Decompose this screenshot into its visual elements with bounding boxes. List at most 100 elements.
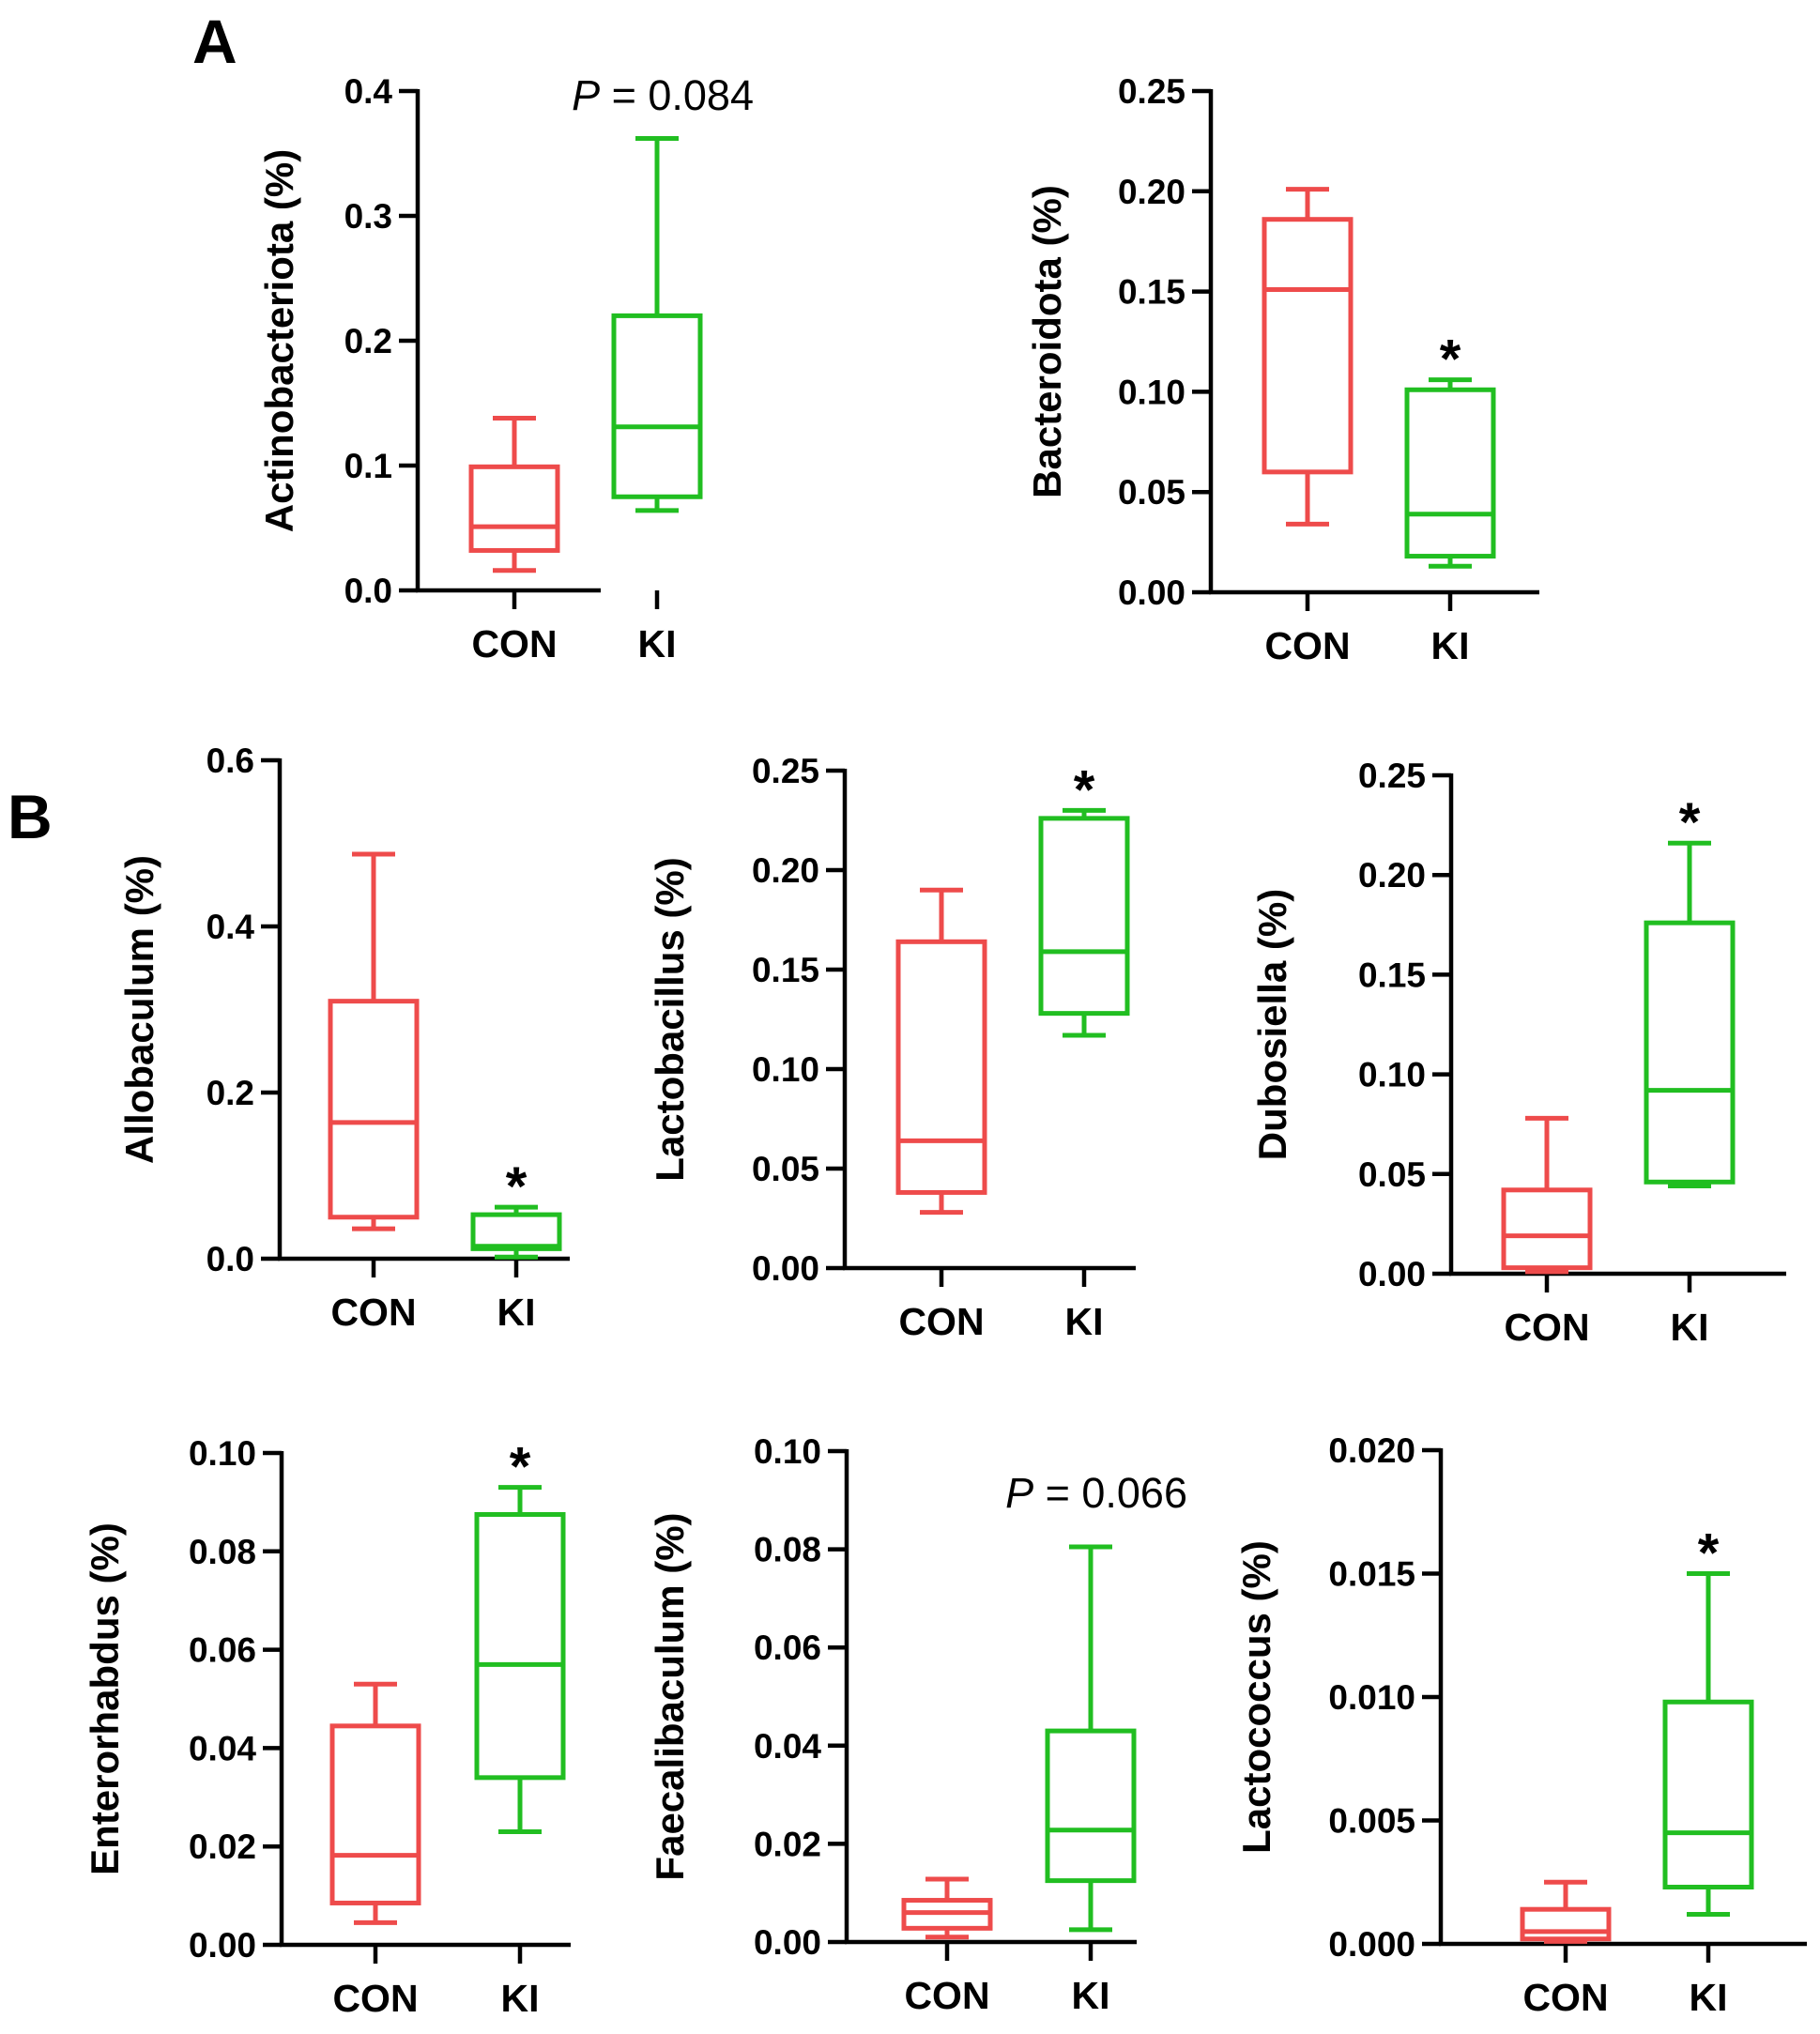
x-category-label-ki: KI	[1690, 1976, 1728, 2019]
iqr-box	[329, 1723, 421, 1905]
iqr-box	[1045, 1728, 1137, 1884]
chart-bacteroidota: 0.00 0.05 0.10 0.15 0.20 0.25 CON KI Bacteroidot…	[1025, 72, 1539, 667]
y-tick-label: 0.05	[752, 1150, 819, 1188]
iqr-box	[1404, 387, 1496, 559]
y-tick-label: 0.20	[752, 851, 819, 890]
significance-star: *	[1679, 792, 1701, 853]
y-tick-label: 0.15	[752, 951, 819, 989]
y-tick-label: 0.020	[1328, 1431, 1415, 1470]
y-tick-label: 0.04	[754, 1727, 821, 1766]
y-tick-label: 0.10	[1358, 1056, 1426, 1094]
iqr-box	[1662, 1699, 1754, 1890]
p-value-annotation: P = 0.066	[1005, 1469, 1187, 1517]
chart-lactococcus: 0.000 0.005 0.010 0.015 0.020 CON KI Lactococcu…	[1234, 1431, 1807, 2019]
y-axis-title: Enterorhabdus (%)	[83, 1522, 127, 1875]
y-axis-title: Faecalibaculum (%)	[648, 1512, 692, 1880]
y-tick-label: 0.20	[1358, 856, 1426, 895]
box-ki	[1404, 377, 1496, 569]
y-tick-label: 0.06	[189, 1631, 256, 1670]
iqr-box	[895, 939, 987, 1195]
x-category-label-ki: KI	[497, 1291, 536, 1334]
p-symbol: P	[1005, 1469, 1033, 1517]
x-category-label-ki: KI	[1671, 1306, 1709, 1349]
x-category-label-con: CON	[898, 1300, 984, 1343]
panel-label-b: B	[8, 782, 53, 851]
x-category-label-con: CON	[1522, 1976, 1608, 2019]
x-category-label-con: CON	[1264, 624, 1350, 667]
y-tick-label: 0.00	[1358, 1255, 1426, 1293]
chart-actinobacteriota: 0.0 0.1 0.2 0.3 0.4 CON KI Actinobacteriota (%)…	[257, 71, 754, 665]
y-tick-label: 0.05	[1358, 1155, 1426, 1194]
chart-enterorhabdus: 0.00 0.02 0.04 0.06 0.08 0.10 CON KI Enterorhabd…	[83, 1434, 571, 2020]
chart-faecalibaculum: 0.00 0.02 0.04 0.06 0.08 0.10 CON KI Faecalibacu…	[648, 1432, 1187, 2017]
box-ki	[1038, 807, 1130, 1038]
y-tick-label: 0.15	[1118, 273, 1185, 312]
y-tick-label: 0.10	[189, 1434, 256, 1473]
y-tick-label: 0.00	[752, 1249, 819, 1288]
y-tick-label: 0.20	[1118, 173, 1185, 211]
box-con	[901, 1876, 993, 1940]
iqr-box	[468, 464, 560, 553]
y-axis-title: Actinobacteriota (%)	[257, 149, 301, 532]
x-category-label-con: CON	[332, 1977, 418, 2020]
x-category-label-ki: KI	[638, 622, 677, 665]
y-tick-label: 0.4	[206, 908, 255, 946]
y-tick-label: 0.00	[754, 1923, 821, 1962]
y-axis-title: Dubosiella (%)	[1250, 889, 1294, 1160]
box-ki	[470, 1204, 562, 1260]
y-tick-label: 0.06	[754, 1629, 821, 1667]
box-ki	[1644, 840, 1736, 1189]
x-category-label-con: CON	[904, 1974, 989, 2017]
box-con	[1520, 1879, 1612, 1944]
y-tick-label: 0.0	[206, 1240, 254, 1278]
significance-star: *	[510, 1437, 531, 1498]
box-ki	[1662, 1571, 1754, 1917]
x-category-label-ki: KI	[1072, 1974, 1110, 2017]
y-tick-label: 0.010	[1328, 1678, 1415, 1717]
y-axis-title: Bacteroidota (%)	[1025, 185, 1069, 498]
chart-allobaculum: 0.0 0.2 0.4 0.6 CON KI Allobaculum (%) *	[117, 742, 570, 1334]
x-category-label-con: CON	[330, 1291, 416, 1334]
box-con	[895, 887, 987, 1216]
box-ki	[474, 1485, 566, 1834]
box-ki	[1045, 1544, 1137, 1933]
y-axis-title: Allobaculum (%)	[117, 855, 161, 1164]
p-value-annotation: P = 0.084	[572, 71, 754, 119]
y-tick-label: 0.3	[344, 197, 392, 236]
y-tick-label: 0.25	[1358, 757, 1426, 795]
y-tick-label: 0.02	[189, 1828, 256, 1866]
x-category-label-ki: KI	[501, 1977, 540, 2020]
x-category-label-ki: KI	[1431, 624, 1470, 667]
y-tick-label: 0.04	[189, 1729, 256, 1767]
y-tick-label: 0.25	[1118, 72, 1185, 111]
panel-label-a: A	[192, 7, 237, 76]
y-tick-label: 0.02	[754, 1825, 821, 1863]
box-con	[1262, 187, 1354, 527]
significance-star: *	[1074, 759, 1095, 820]
iqr-box	[1501, 1187, 1593, 1271]
x-category-label-con: CON	[1504, 1306, 1589, 1349]
y-tick-label: 0.00	[189, 1926, 256, 1965]
chart-lactobacillus: 0.00 0.05 0.10 0.15 0.20 0.25 CON KI Lactobacill…	[648, 752, 1136, 1343]
box-ki	[611, 136, 703, 513]
y-tick-label: 0.2	[344, 322, 392, 360]
iqr-box	[611, 313, 703, 499]
y-axis-title: Lactococcus (%)	[1234, 1540, 1278, 1854]
y-tick-label: 0.1	[344, 447, 392, 485]
y-tick-label: 0.0	[344, 572, 392, 610]
y-tick-label: 0.015	[1328, 1555, 1415, 1594]
p-symbol: P	[572, 71, 600, 119]
y-tick-label: 0.10	[752, 1050, 819, 1089]
y-tick-label: 0.05	[1118, 473, 1185, 512]
y-tick-label: 0.005	[1328, 1802, 1415, 1841]
iqr-box	[470, 1212, 562, 1251]
iqr-box	[1262, 217, 1354, 475]
y-tick-label: 0.000	[1328, 1925, 1415, 1964]
chart-dubosiella: 0.00 0.05 0.10 0.15 0.20 0.25 CON KI Dubosiella …	[1250, 757, 1786, 1349]
y-tick-label: 0.4	[344, 72, 393, 111]
y-tick-label: 0.10	[754, 1432, 821, 1471]
box-con	[468, 415, 560, 573]
y-tick-label: 0.25	[752, 752, 819, 790]
iqr-box	[1644, 920, 1736, 1185]
